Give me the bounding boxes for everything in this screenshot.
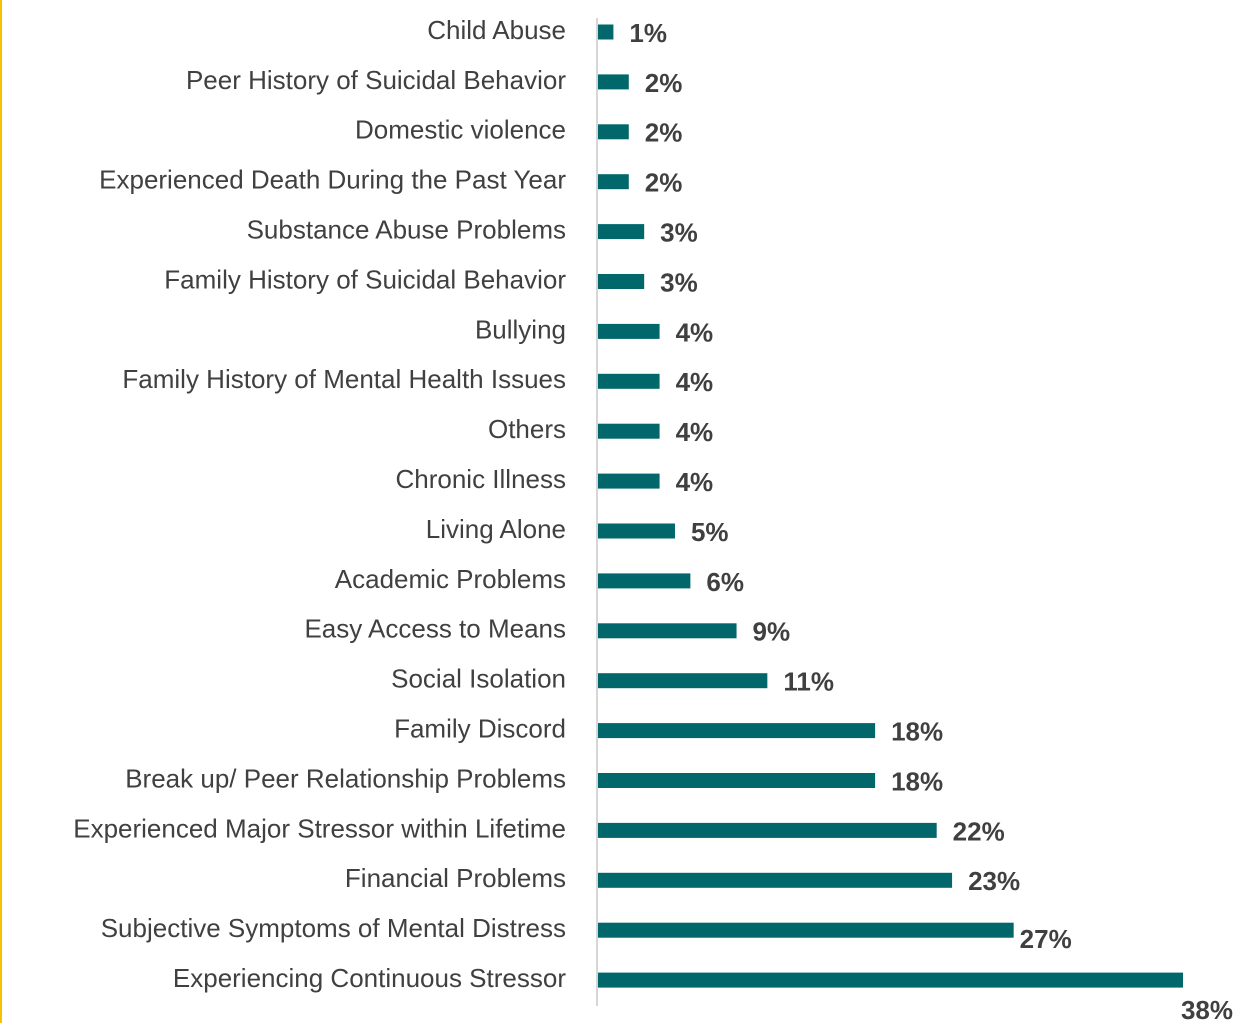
bar [598, 573, 691, 589]
value-label: 4% [676, 367, 714, 397]
bar [598, 224, 645, 240]
value-label: 2% [645, 118, 683, 148]
bar [598, 423, 660, 439]
value-label: 2% [645, 168, 683, 198]
value-label: 3% [660, 217, 698, 247]
value-label: 3% [660, 267, 698, 297]
category-label: Experiencing Continuous Stressor [173, 963, 566, 993]
value-label: 5% [691, 517, 729, 547]
value-label: 38% [1181, 995, 1233, 1023]
bar [598, 174, 629, 190]
category-label: Experienced Death During the Past Year [99, 165, 566, 195]
value-label: 23% [968, 866, 1020, 896]
value-label: 18% [891, 716, 943, 746]
value-label: 4% [676, 467, 714, 497]
value-label: 22% [953, 816, 1005, 846]
category-label: Living Alone [426, 514, 566, 544]
value-label: 6% [706, 567, 744, 597]
value-label: 11% [783, 667, 834, 697]
bar [598, 523, 675, 539]
value-label: 1% [629, 18, 667, 48]
category-label: Subjective Symptoms of Mental Distress [101, 913, 566, 943]
category-label: Easy Access to Means [304, 614, 566, 644]
value-label: 2% [645, 68, 683, 98]
value-label: 9% [753, 617, 791, 647]
category-label: Bullying [475, 314, 566, 344]
category-label: Peer History of Suicidal Behavior [186, 65, 566, 95]
bar [598, 673, 768, 689]
bar [598, 124, 629, 140]
category-label: Break up/ Peer Relationship Problems [125, 763, 566, 793]
category-label: Experienced Major Stressor within Lifeti… [73, 813, 566, 843]
category-label: Social Isolation [391, 664, 566, 694]
bar [598, 623, 737, 639]
value-label: 4% [676, 417, 714, 447]
category-label: Chronic Illness [395, 464, 566, 494]
bar [598, 822, 937, 838]
bar [598, 74, 629, 90]
category-label: Family History of Suicidal Behavior [164, 264, 566, 294]
bar [598, 473, 660, 489]
bar [598, 323, 660, 339]
category-label: Academic Problems [335, 564, 566, 594]
bar [598, 922, 1014, 938]
bar [598, 773, 876, 788]
category-label: Family Discord [394, 713, 566, 743]
category-label: Family History of Mental Health Issues [122, 364, 566, 394]
category-label: Substance Abuse Problems [247, 214, 566, 244]
category-label: Domestic violence [355, 115, 566, 145]
bar [598, 972, 1183, 988]
value-label: 27% [1020, 924, 1072, 954]
bar [598, 723, 876, 739]
value-label: 4% [676, 317, 714, 347]
category-label: Others [488, 414, 566, 444]
category-label: Financial Problems [345, 863, 566, 893]
bar [598, 24, 614, 40]
value-label: 18% [891, 766, 943, 796]
bar [598, 274, 645, 289]
bar [598, 872, 953, 888]
category-label: Child Abuse [427, 15, 566, 45]
bar [598, 373, 660, 389]
